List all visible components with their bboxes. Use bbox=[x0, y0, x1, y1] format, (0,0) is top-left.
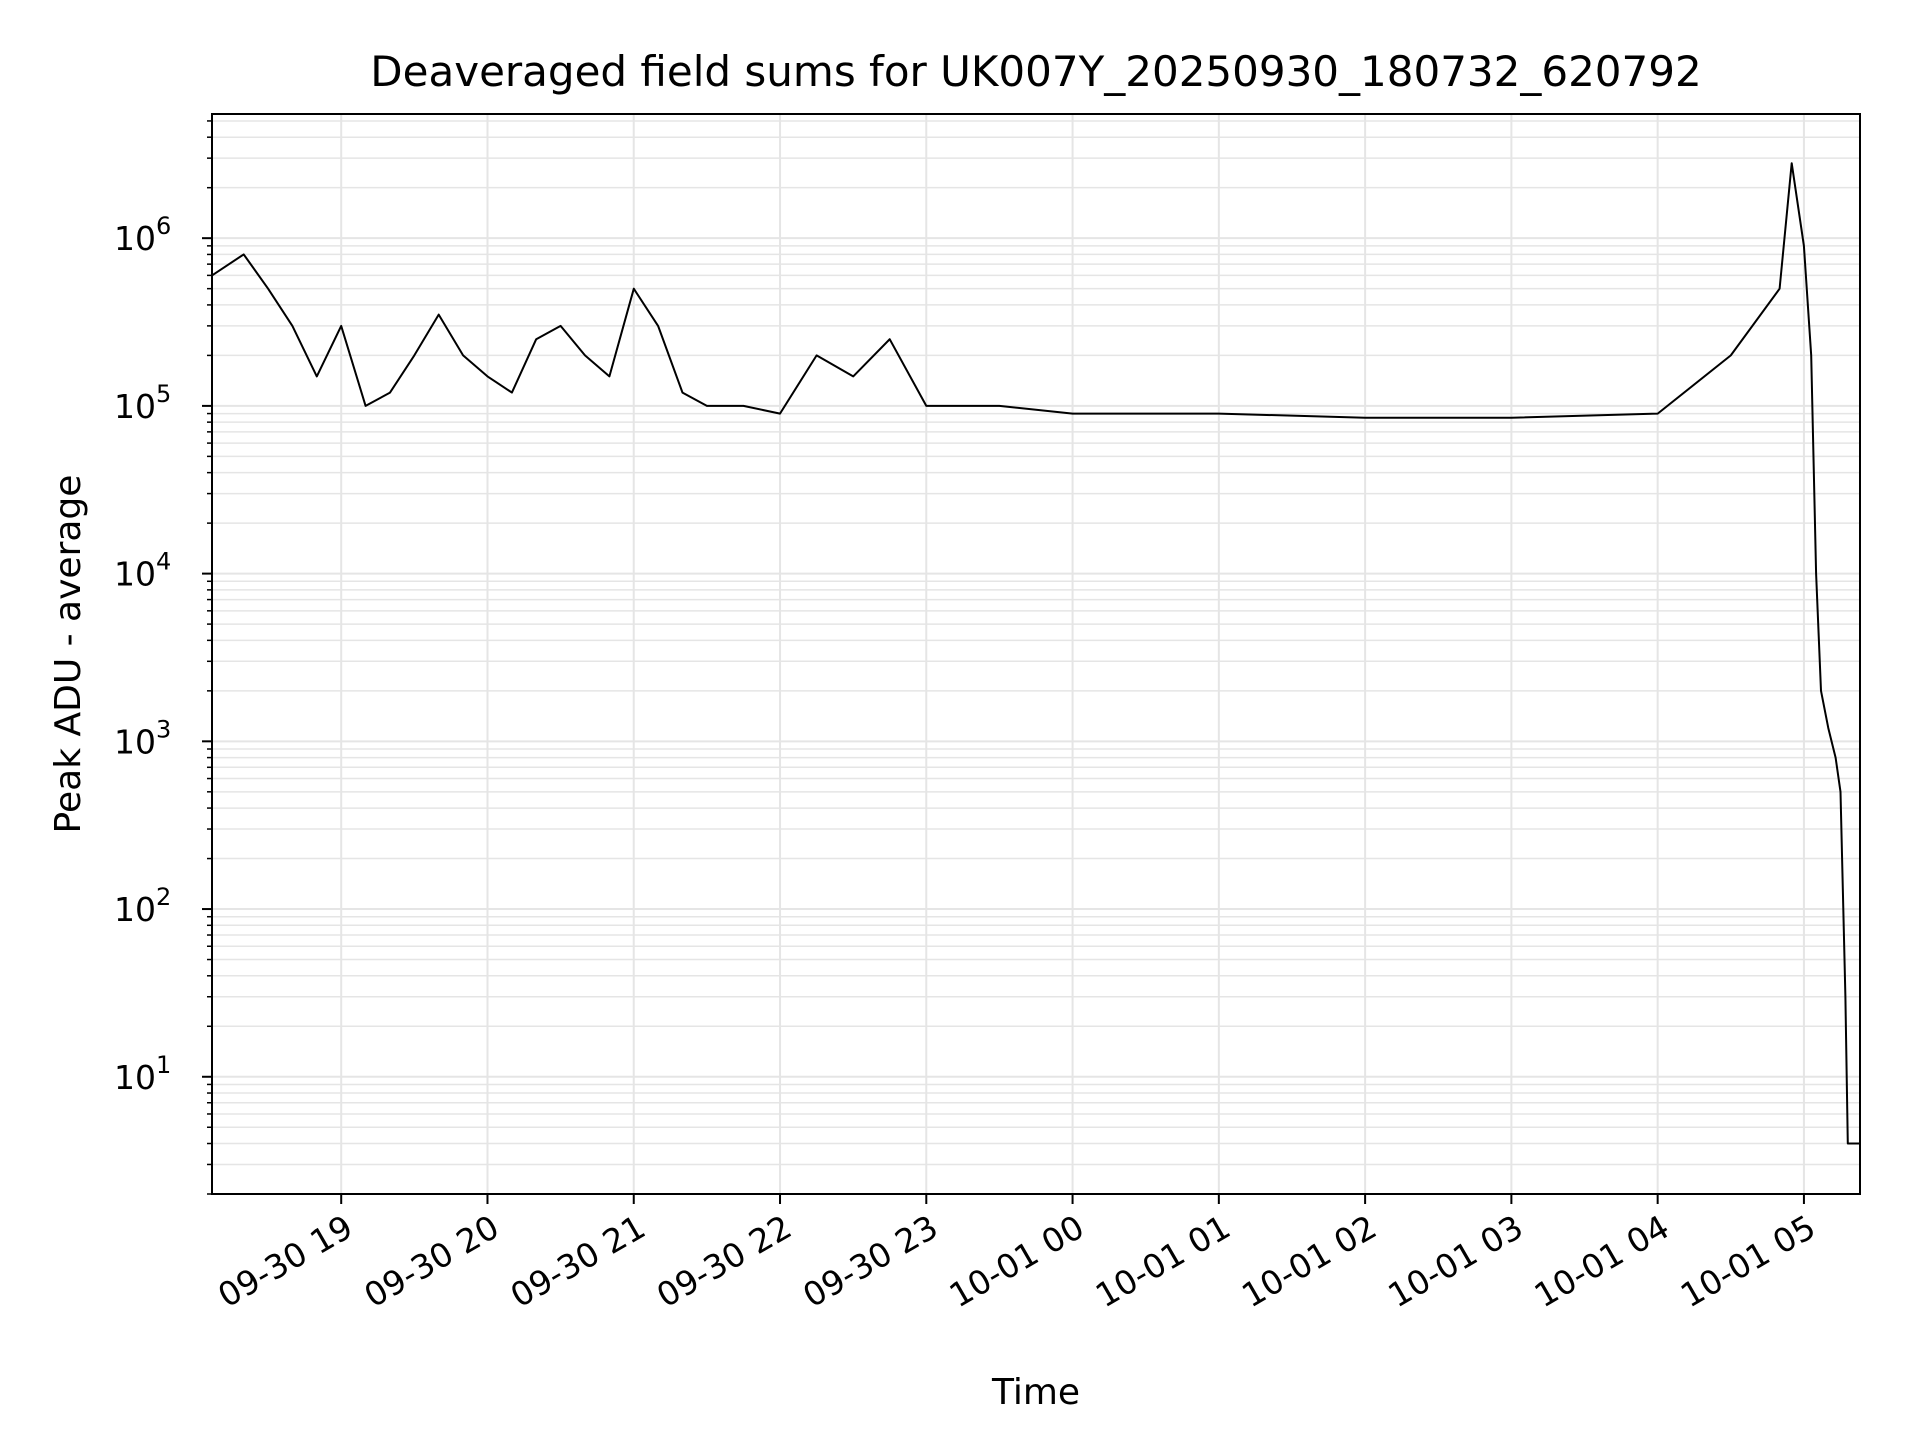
y-tick-label: 10 bbox=[114, 387, 156, 426]
y-tick-exponent: 1 bbox=[156, 1051, 171, 1079]
y-tick-label: 10 bbox=[114, 1058, 156, 1097]
y-tick-label: 10 bbox=[114, 219, 156, 258]
y-tick-exponent: 4 bbox=[156, 548, 171, 576]
series-line bbox=[211, 162, 1860, 1145]
y-tick-exponent: 6 bbox=[156, 212, 171, 240]
y-tick-exponent: 2 bbox=[156, 883, 171, 911]
x-axis-label: Time bbox=[991, 1372, 1080, 1413]
y-tick-label: 10 bbox=[114, 890, 156, 929]
y-tick-exponent: 3 bbox=[156, 715, 171, 743]
plot-area-frame bbox=[211, 113, 1861, 1195]
y-tick-exponent: 5 bbox=[156, 380, 171, 408]
y-axis-label: Peak ADU - average bbox=[48, 475, 89, 834]
y-tick-label: 10 bbox=[114, 555, 156, 594]
grid-layer bbox=[212, 114, 1860, 1195]
series-layer bbox=[211, 162, 1860, 1145]
y-tick-label: 10 bbox=[114, 722, 156, 761]
chart-title: Deaveraged field sums for UK007Y_2025093… bbox=[370, 47, 1701, 96]
